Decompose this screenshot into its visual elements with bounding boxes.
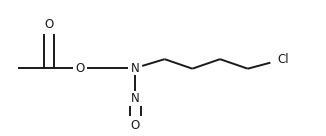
Text: Cl: Cl [278, 53, 289, 66]
Text: N: N [131, 92, 140, 105]
Text: O: O [131, 119, 140, 132]
Text: O: O [44, 18, 53, 31]
Text: N: N [131, 61, 140, 75]
Text: O: O [75, 61, 84, 75]
